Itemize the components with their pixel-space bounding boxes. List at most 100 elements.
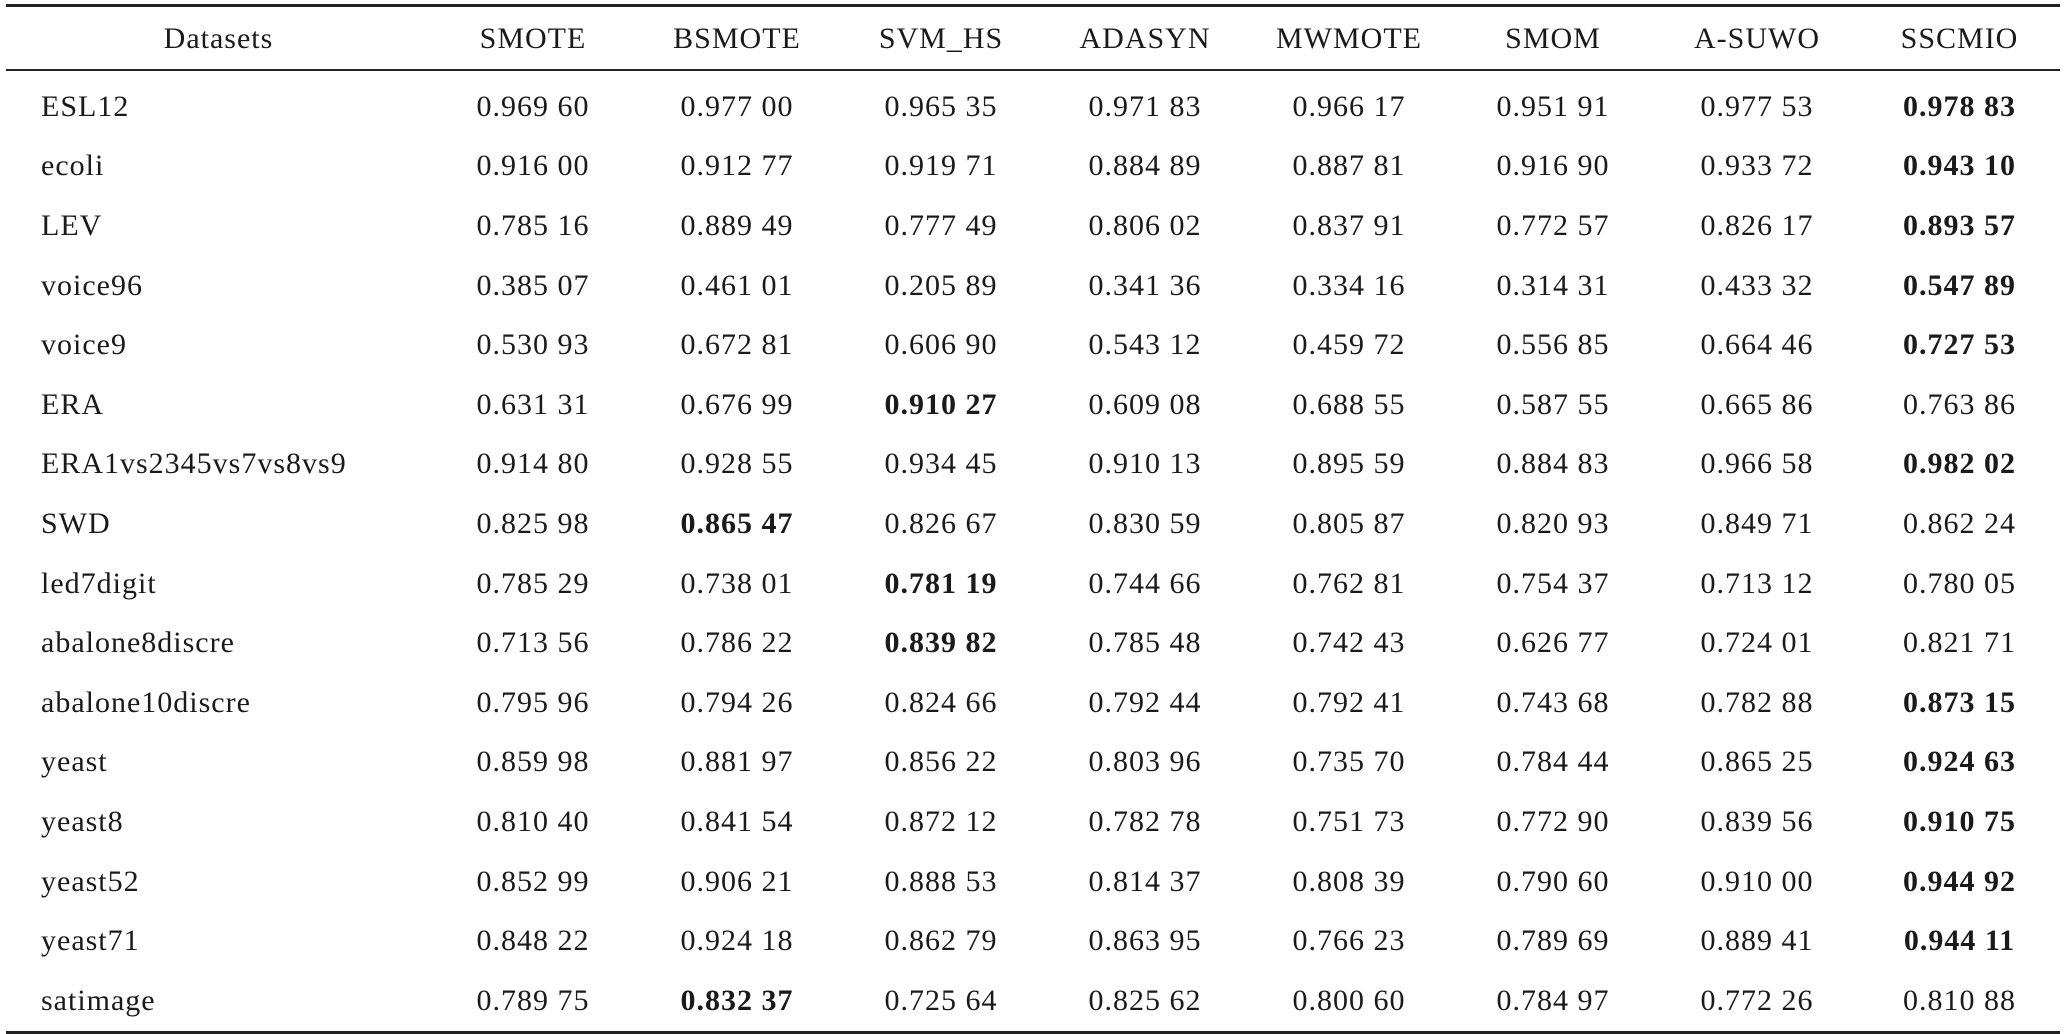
value-cell: 0.314 31 [1496, 268, 1610, 302]
value-cell: 0.808 39 [1292, 864, 1406, 898]
value-cell: 0.766 23 [1292, 924, 1406, 958]
header-method: SSCMIO [1900, 22, 2019, 55]
table-row: SWD 0.825 98 0.865 47 0.826 67 0.830 59 0.805… [6, 494, 2060, 554]
best-value-cell: 0.943 10 [1903, 149, 2016, 183]
value-cell: 0.848 22 [476, 924, 590, 958]
table-row: led7digit 0.785 29 0.738 01 0.781 19 0.744 6… [6, 554, 2060, 614]
best-value-cell: 0.893 57 [1903, 208, 2016, 242]
value-cell: 0.919 71 [884, 149, 998, 183]
value-cell: 0.713 56 [476, 626, 590, 660]
value-cell: 0.626 77 [1496, 626, 1610, 660]
table-row: abalone8discre 0.713 56 0.786 22 0.839 82 0.… [6, 613, 2060, 673]
value-cell: 0.825 62 [1088, 983, 1202, 1017]
value-cell: 0.863 95 [1088, 924, 1202, 958]
value-cell: 0.782 88 [1700, 685, 1814, 719]
best-value-cell: 0.944 11 [1903, 924, 2016, 958]
dataset-name: ecoli [41, 149, 105, 183]
value-cell: 0.969 60 [476, 89, 590, 123]
value-cell: 0.906 21 [680, 864, 794, 898]
value-cell: 0.800 60 [1292, 983, 1406, 1017]
dataset-name: ERA1vs2345vs7vs8vs9 [41, 447, 347, 481]
dataset-name: abalone10discre [41, 685, 251, 719]
value-cell: 0.916 00 [476, 149, 590, 183]
best-value-cell: 0.547 89 [1903, 268, 2016, 302]
value-cell: 0.341 36 [1088, 268, 1202, 302]
best-value-cell: 0.910 27 [884, 387, 998, 421]
value-cell: 0.763 86 [1903, 387, 2016, 421]
value-cell: 0.587 55 [1496, 387, 1610, 421]
value-cell: 0.884 89 [1088, 149, 1202, 183]
dataset-name: abalone8discre [41, 626, 235, 660]
value-cell: 0.862 79 [884, 924, 998, 958]
value-cell: 0.965 35 [884, 89, 998, 123]
value-cell: 0.826 67 [884, 506, 998, 540]
best-value-cell: 0.727 53 [1903, 328, 2016, 362]
table-row: voice9 0.530 93 0.672 81 0.606 90 0.543 12 0.… [6, 315, 2060, 375]
value-cell: 0.735 70 [1292, 745, 1406, 779]
value-cell: 0.966 17 [1292, 89, 1406, 123]
value-cell: 0.841 54 [680, 804, 794, 838]
header-method: BSMOTE [673, 22, 801, 55]
value-cell: 0.951 91 [1496, 89, 1610, 123]
table-row: ERA1vs2345vs7vs8vs9 0.914 80 0.928 55 0.934… [6, 435, 2060, 495]
header-row: Datasets SMOTE BSMOTE SVM_HS ADASYN MWMOTE SMO… [6, 5, 2060, 70]
dataset-name: SWD [41, 506, 111, 540]
header-method: MWMOTE [1276, 22, 1422, 55]
value-cell: 0.971 83 [1088, 89, 1202, 123]
value-cell: 0.820 93 [1496, 506, 1610, 540]
value-cell: 0.789 75 [476, 983, 590, 1017]
value-cell: 0.934 45 [884, 447, 998, 481]
value-cell: 0.889 49 [680, 208, 794, 242]
dataset-name: yeast52 [41, 864, 140, 898]
value-cell: 0.865 25 [1700, 745, 1814, 779]
value-cell: 0.824 66 [884, 685, 998, 719]
value-cell: 0.830 59 [1088, 506, 1202, 540]
value-cell: 0.672 81 [680, 328, 794, 362]
value-cell: 0.754 37 [1496, 566, 1610, 600]
best-value-cell: 0.865 47 [680, 506, 794, 540]
value-cell: 0.725 64 [884, 983, 998, 1017]
best-value-cell: 0.839 82 [884, 626, 998, 660]
value-cell: 0.839 56 [1700, 804, 1814, 838]
best-value-cell: 0.944 92 [1903, 864, 2016, 898]
dataset-name: yeast71 [41, 924, 140, 958]
value-cell: 0.433 32 [1700, 268, 1814, 302]
value-cell: 0.856 22 [884, 745, 998, 779]
best-value-cell: 0.924 63 [1903, 745, 2016, 779]
dataset-name: ESL12 [41, 89, 130, 123]
value-cell: 0.977 00 [680, 89, 794, 123]
value-cell: 0.676 99 [680, 387, 794, 421]
table-row: yeast71 0.848 22 0.924 18 0.862 79 0.863 95 0… [6, 911, 2060, 971]
value-cell: 0.977 53 [1700, 89, 1814, 123]
value-cell: 0.205 89 [884, 268, 998, 302]
table-row: abalone10discre 0.795 96 0.794 26 0.824 66 0… [6, 673, 2060, 733]
value-cell: 0.806 02 [1088, 208, 1202, 242]
value-cell: 0.888 53 [884, 864, 998, 898]
value-cell: 0.789 69 [1496, 924, 1610, 958]
value-cell: 0.837 91 [1292, 208, 1406, 242]
table-row: ESL12 0.969 60 0.977 00 0.965 35 0.971 83 0.9… [6, 70, 2060, 137]
value-cell: 0.782 78 [1088, 804, 1202, 838]
value-cell: 0.785 48 [1088, 626, 1202, 660]
best-value-cell: 0.982 02 [1903, 447, 2016, 481]
value-cell: 0.786 22 [680, 626, 794, 660]
value-cell: 0.744 66 [1088, 566, 1202, 600]
value-cell: 0.772 26 [1700, 983, 1814, 1017]
value-cell: 0.631 31 [476, 387, 590, 421]
header-method: SVM_HS [878, 22, 1004, 55]
value-cell: 0.751 73 [1292, 804, 1406, 838]
best-value-cell: 0.910 75 [1903, 804, 2016, 838]
value-cell: 0.777 49 [884, 208, 998, 242]
value-cell: 0.794 26 [680, 685, 794, 719]
value-cell: 0.688 55 [1292, 387, 1406, 421]
dataset-name: ERA [41, 387, 104, 421]
value-cell: 0.784 44 [1496, 745, 1610, 779]
value-cell: 0.780 05 [1903, 566, 2016, 600]
header-datasets: Datasets [163, 22, 274, 55]
value-cell: 0.821 71 [1903, 626, 2016, 660]
value-cell: 0.762 81 [1292, 566, 1406, 600]
value-cell: 0.910 13 [1088, 447, 1202, 481]
value-cell: 0.743 68 [1496, 685, 1610, 719]
value-cell: 0.910 00 [1700, 864, 1814, 898]
table-header: Datasets SMOTE BSMOTE SVM_HS ADASYN MWMOTE SMO… [6, 5, 2060, 70]
